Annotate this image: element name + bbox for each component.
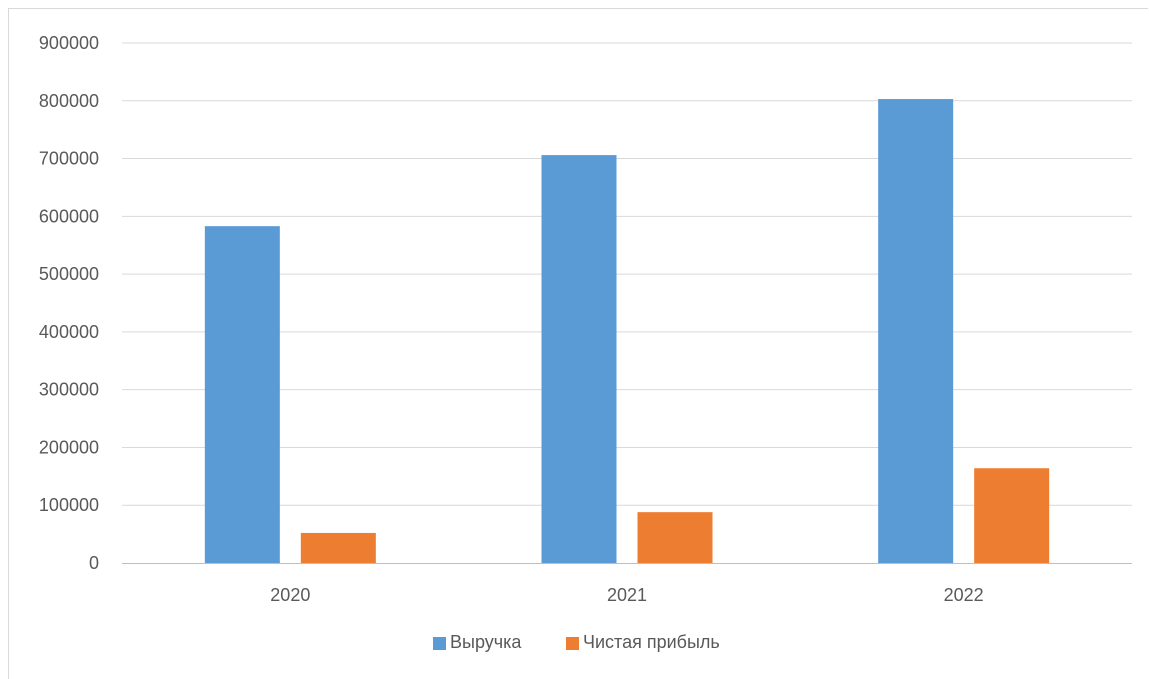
y-tick-label: 600000 [39, 206, 99, 226]
y-tick-label: 200000 [39, 437, 99, 457]
bar-net-profit-2020 [300, 532, 376, 563]
legend-label-net-profit: Чистая прибыль [583, 632, 720, 652]
bar-net-profit-2022 [974, 468, 1050, 563]
bars [204, 99, 1050, 564]
x-tick-label: 2022 [944, 585, 984, 605]
legend: Выручка Чистая прибыль [433, 632, 720, 652]
x-tick-label: 2020 [270, 585, 310, 605]
bar-revenue-2021 [541, 155, 617, 564]
y-tick-label: 100000 [39, 495, 99, 515]
y-tick-label: 400000 [39, 322, 99, 342]
bar-revenue-2020 [204, 226, 280, 563]
y-tick-label: 700000 [39, 149, 99, 169]
y-tick-label: 0 [89, 553, 99, 573]
legend-swatch-net-profit [566, 637, 579, 650]
y-axis-tick-labels: 0 100000 200000 300000 400000 500000 600000 700… [39, 33, 99, 573]
y-tick-label: 800000 [39, 91, 99, 111]
x-axis-tick-labels: 2020 2021 2022 [270, 585, 983, 605]
gridlines [122, 42, 1132, 506]
y-tick-label: 900000 [39, 33, 99, 53]
x-tick-label: 2021 [607, 585, 647, 605]
legend-label-revenue: Выручка [450, 632, 522, 652]
y-tick-label: 300000 [39, 380, 99, 400]
legend-swatch-revenue [433, 637, 446, 650]
bar-revenue-2022 [878, 99, 954, 564]
y-tick-label: 500000 [39, 264, 99, 284]
bar-net-profit-2021 [637, 512, 713, 563]
